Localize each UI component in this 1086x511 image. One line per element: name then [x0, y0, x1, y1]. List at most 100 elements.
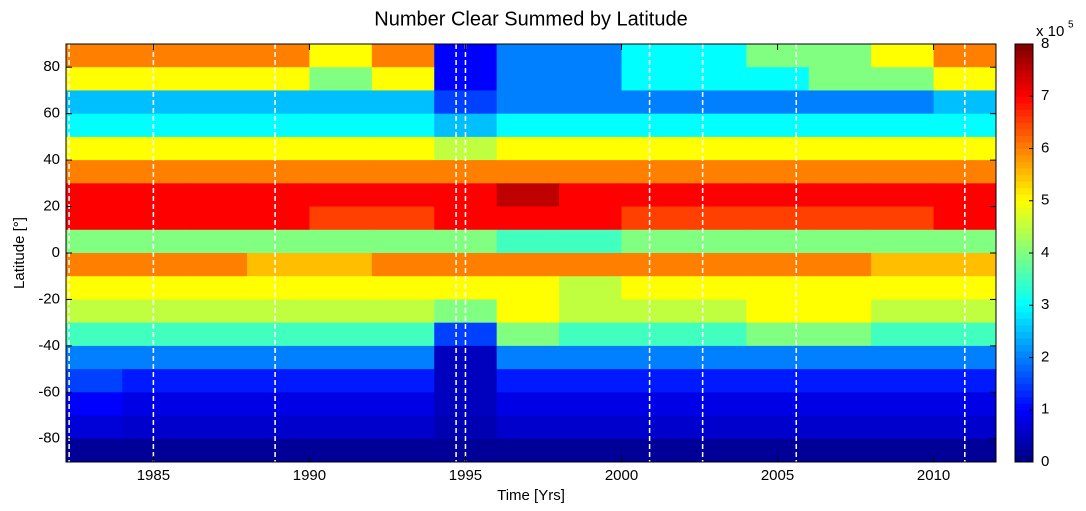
heatmap-cell — [309, 322, 373, 347]
colorbar-segment — [1015, 305, 1033, 313]
heatmap-cell — [621, 322, 685, 347]
heatmap-cell — [434, 415, 498, 440]
heatmap-cell — [683, 136, 747, 161]
heatmap-cell — [66, 369, 123, 393]
colorbar-segment — [1015, 266, 1033, 274]
colorbar-segment — [1015, 383, 1033, 391]
colorbar-segment — [1015, 96, 1033, 104]
heatmap-cell — [559, 299, 623, 324]
heatmap-cell — [184, 253, 248, 277]
colorbar-segment — [1015, 50, 1033, 58]
y-tick-label: -60 — [38, 383, 60, 400]
x-tick-label: 2000 — [605, 467, 638, 484]
heatmap-cell — [66, 136, 123, 161]
heatmap-cell — [66, 276, 123, 300]
heatmap-cell — [371, 44, 435, 68]
heatmap-cell — [559, 183, 623, 208]
heatmap-cell — [184, 136, 248, 161]
heatmap-cell — [808, 183, 872, 208]
heatmap-cell — [247, 369, 310, 393]
heatmap-cell — [808, 392, 872, 417]
heatmap-cell — [309, 415, 373, 440]
heatmap-cell — [746, 44, 810, 68]
heatmap-cell — [434, 183, 498, 208]
heatmap-cell — [496, 253, 560, 277]
heatmap-cell — [871, 67, 935, 91]
heatmap-cell — [371, 113, 435, 138]
colorbar-exponent: 5 — [1068, 20, 1074, 31]
colorbar-segment — [1015, 207, 1033, 215]
colorbar-segment — [1015, 128, 1033, 136]
colorbar-segment — [1015, 429, 1033, 437]
heatmap-cell — [559, 392, 623, 417]
heatmap-cell — [683, 90, 747, 115]
heatmap-cell — [683, 253, 747, 277]
heatmap-cell — [933, 206, 997, 231]
heatmap-cell — [184, 438, 248, 463]
heatmap-cell — [621, 276, 685, 300]
heatmap-cell — [496, 136, 560, 161]
heatmap-cell — [933, 160, 997, 184]
heatmap-cell — [559, 136, 623, 161]
heatmap-cell — [496, 345, 560, 370]
colorbar-segment — [1015, 370, 1033, 378]
heatmap-cell — [808, 44, 872, 68]
heatmap-cell — [434, 206, 498, 231]
colorbar-tick-label: 4 — [1041, 244, 1049, 261]
heatmap-cell — [746, 299, 810, 324]
heatmap-cell — [621, 67, 685, 91]
heatmap-cell — [496, 299, 560, 324]
colorbar-segment — [1015, 220, 1033, 228]
heatmap-cell — [621, 438, 685, 463]
heatmap-cell — [871, 44, 935, 68]
heatmap-cell — [66, 299, 123, 324]
heatmap-cell — [66, 206, 123, 231]
y-tick-label: 40 — [43, 151, 60, 168]
colorbar-segment — [1015, 311, 1033, 319]
heatmap-cell — [309, 44, 373, 68]
heatmap-cell — [309, 253, 373, 277]
heatmap-cell — [746, 183, 810, 208]
y-axis-label: Latitude [°] — [11, 217, 28, 289]
colorbar-tick-label: 7 — [1041, 87, 1049, 104]
colorbar-segment — [1015, 285, 1033, 293]
colorbar-segment — [1015, 416, 1033, 424]
heatmap-cell — [621, 299, 685, 324]
colorbar-segment — [1015, 350, 1033, 358]
colorbar-segment — [1015, 403, 1033, 411]
colorbar-segment — [1015, 83, 1033, 91]
x-tick-label: 1990 — [293, 467, 326, 484]
colorbar-segment — [1015, 442, 1033, 450]
heatmap-cell — [621, 44, 685, 68]
heatmap-cell — [309, 160, 373, 184]
heatmap-cell — [496, 415, 560, 440]
heatmap-cell — [122, 229, 186, 254]
heatmap-cell — [559, 322, 623, 347]
heatmap-cell — [933, 229, 997, 254]
colorbar-tick-label: 1 — [1041, 401, 1049, 418]
colorbar-segment — [1015, 174, 1033, 182]
heatmap-cell — [371, 415, 435, 440]
heatmap-cell — [559, 369, 623, 393]
heatmap-cell — [808, 206, 872, 231]
y-tick-label: -20 — [38, 290, 60, 307]
heatmap-cell — [371, 392, 435, 417]
heatmap-cell — [683, 44, 747, 68]
colorbar-segment — [1015, 396, 1033, 404]
heatmap-cell — [808, 276, 872, 300]
colorbar-segment — [1015, 292, 1033, 300]
heatmap-cell — [309, 369, 373, 393]
heatmap-cell — [808, 136, 872, 161]
heatmap-cell — [871, 299, 935, 324]
y-tick-label: 60 — [43, 105, 60, 122]
heatmap-cell — [496, 392, 560, 417]
heatmap-cell — [371, 369, 435, 393]
heatmap-cell — [371, 322, 435, 347]
heatmap-cell — [184, 206, 248, 231]
heatmap-cell — [66, 113, 123, 138]
colorbar-segment — [1015, 122, 1033, 130]
colorbar-segment — [1015, 409, 1033, 417]
colorbar-segment — [1015, 213, 1033, 221]
heatmap-cell — [746, 67, 810, 91]
colorbar-segment — [1015, 298, 1033, 306]
